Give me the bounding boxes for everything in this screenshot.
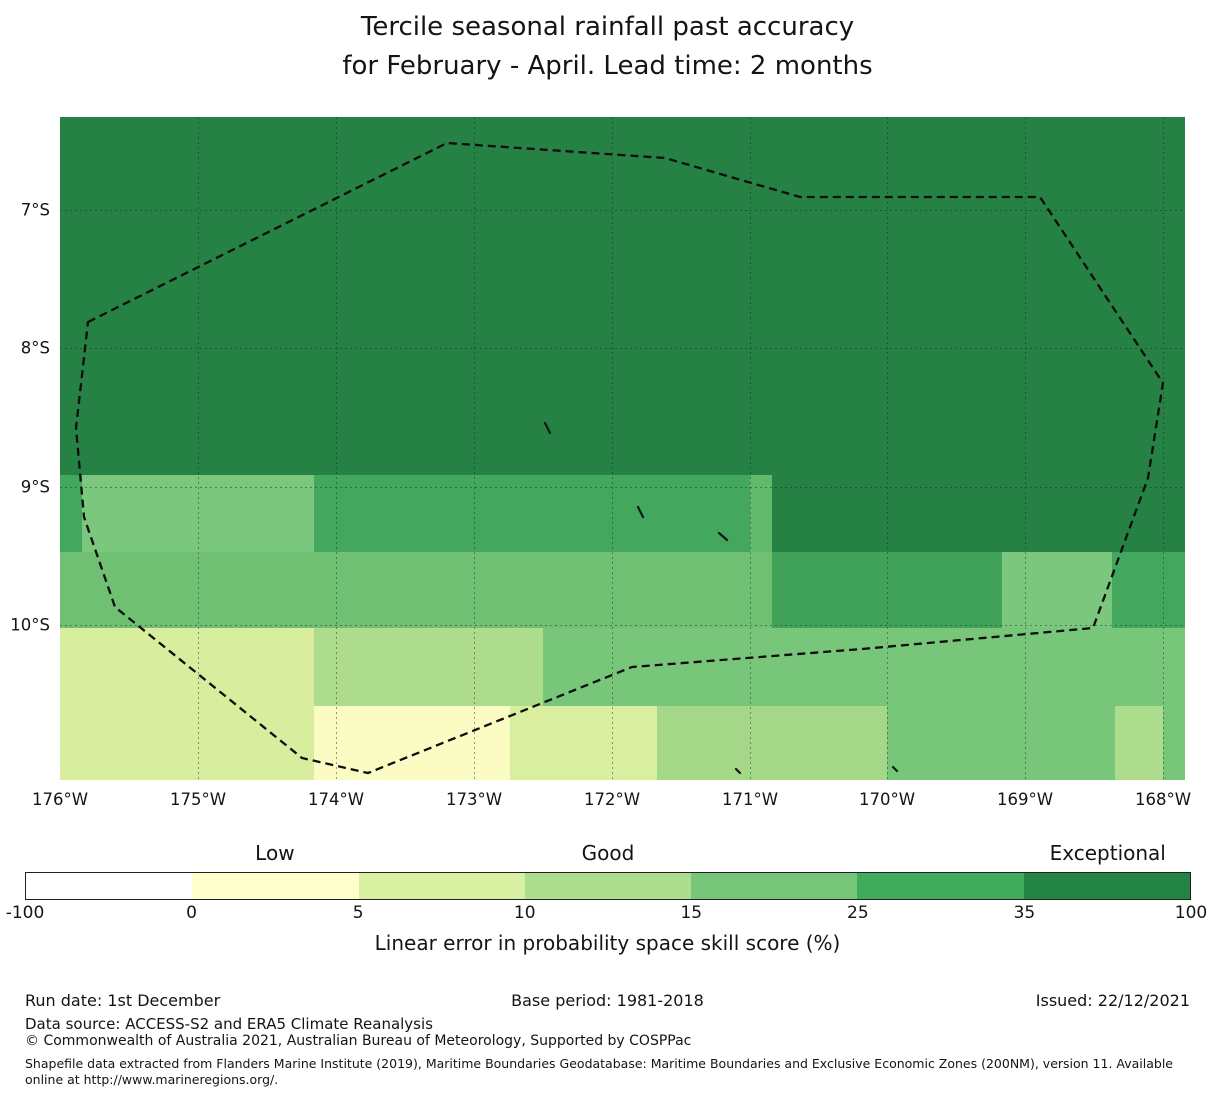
longitude-gridline: [474, 117, 475, 780]
map-cell-15-25: [750, 475, 772, 552]
colorbar-tick-label: 10: [513, 903, 536, 923]
map-cell-15-25: [1002, 552, 1112, 628]
footer-shapefile-note: Shapefile data extracted from Flanders M…: [25, 1056, 1173, 1087]
colorbar-tick-label: -100: [5, 903, 45, 923]
x-tick-label: 173°W: [445, 790, 503, 809]
x-tick-label: 172°W: [583, 790, 641, 809]
map-cell-15-25: [82, 475, 314, 552]
colorbar-tick-label: 100: [1174, 903, 1208, 923]
map-cell-5-10: [60, 706, 314, 780]
colorbar-caption: Linear error in probability space skill …: [374, 931, 841, 955]
colorbar-segment: [691, 873, 858, 899]
footer-run-date: Run date: 1st December: [25, 991, 221, 1010]
map-cell-15-25: [1163, 706, 1185, 780]
colorbar-tick-label: 5: [352, 903, 364, 923]
eez-boundary-outline: [74, 141, 1165, 775]
map-cell-10-15: [657, 706, 887, 780]
map-cell-25-35: [314, 475, 750, 552]
latitude-gridline: [60, 210, 1185, 211]
x-tick-label: 168°W: [1134, 790, 1192, 809]
map-cell-0-5: [314, 706, 510, 780]
footer-data-source: Data source: ACCESS-S2 and ERA5 Climate …: [25, 1015, 433, 1033]
x-tick-label: 174°W: [307, 790, 365, 809]
x-tick-label: 171°W: [721, 790, 779, 809]
colorbar-segment: [358, 873, 525, 899]
colorbar-category-good: Good: [581, 841, 635, 865]
footer-copyright: © Commonwealth of Australia 2021, Austra…: [25, 1033, 692, 1049]
latitude-gridline: [60, 348, 1185, 349]
chart-title-line1: Tercile seasonal rainfall past accuracy: [360, 12, 855, 42]
latitude-gridline: [60, 625, 1185, 626]
latitude-gridline: [60, 487, 1185, 488]
longitude-gridline: [336, 117, 337, 780]
map-cell-15-25: [60, 552, 772, 628]
x-tick-label: 170°W: [858, 790, 916, 809]
longitude-gridline: [612, 117, 613, 780]
island-coastlines: [543, 421, 899, 775]
colorbar-category-low: Low: [255, 841, 295, 865]
map-overlay-svg: [74, 141, 1165, 775]
y-tick-label: 7°S: [20, 200, 50, 220]
y-tick-label: 9°S: [20, 477, 50, 497]
colorbar-category-exceptional: Exceptional: [1049, 841, 1166, 865]
map-cell-10-15: [314, 628, 543, 706]
footer-issued-date: Issued: 22/12/2021: [1035, 991, 1190, 1010]
map-cell-5-10: [60, 628, 314, 706]
map-cell-15-25: [887, 706, 1115, 780]
x-tick-label: 176°W: [31, 790, 89, 809]
colorbar-tick-label: 25: [847, 903, 869, 923]
colorbar-segment: [1023, 873, 1190, 899]
colorbar: [25, 872, 1191, 900]
colorbar-tick-label: 35: [1013, 903, 1036, 923]
footer-base-period: Base period: 1981-2018: [511, 991, 704, 1010]
y-tick-label: 10°S: [10, 615, 50, 635]
map-cell-25-35: [60, 475, 82, 552]
map-cell-25-35: [1112, 552, 1185, 628]
map-cell-15-25: [543, 628, 1185, 706]
colorbar-tick-label: 0: [186, 903, 197, 923]
colorbar-tick-label: 15: [680, 903, 703, 923]
x-tick-label: 169°W: [996, 790, 1054, 809]
map-cell-10-15: [1115, 706, 1163, 780]
colorbar-segment: [524, 873, 692, 899]
colorbar-segment: [857, 873, 1024, 899]
colorbar-segment: [26, 873, 193, 899]
map-canvas: [60, 117, 1185, 780]
y-tick-label: 8°S: [20, 338, 50, 358]
map-cell-5-10: [510, 706, 657, 780]
chart-title-line2: for February - April. Lead time: 2 month…: [342, 51, 873, 81]
longitude-gridline: [1025, 117, 1026, 780]
longitude-gridline: [1163, 117, 1164, 780]
x-tick-label: 175°W: [169, 790, 227, 809]
longitude-gridline: [750, 117, 751, 780]
colorbar-segment: [192, 873, 359, 899]
longitude-gridline: [198, 117, 199, 780]
map-cell-25-35: [772, 552, 1002, 628]
longitude-gridline: [887, 117, 888, 780]
